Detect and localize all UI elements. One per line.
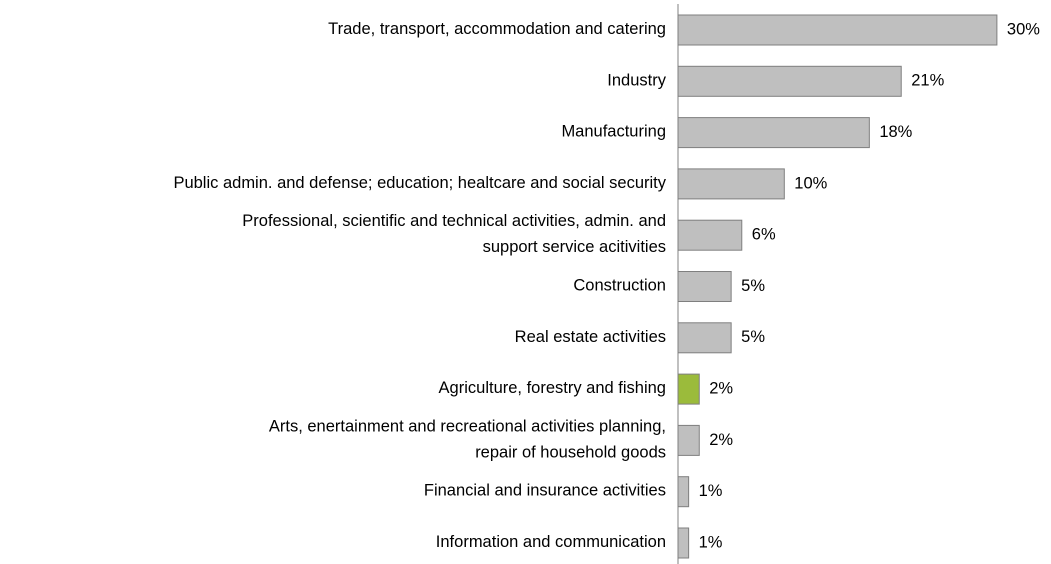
data-label: 6% [752, 226, 776, 244]
bar [677, 65, 902, 97]
data-label: 2% [709, 379, 733, 397]
category-label: Construction [573, 277, 666, 295]
bar [677, 322, 732, 354]
category-label-line: Agriculture, forestry and fishing [439, 379, 666, 397]
bar [677, 117, 870, 149]
category-label: Industry [607, 72, 666, 90]
bar [677, 476, 690, 508]
category-label-line: repair of household goods [475, 444, 666, 462]
category-label-line: Industry [607, 72, 666, 90]
category-label: Real estate activities [515, 328, 666, 346]
category-label-line: Manufacturing [561, 123, 666, 141]
data-label: 10% [794, 174, 827, 192]
category-label-line: Real estate activities [515, 328, 666, 346]
bar [677, 373, 700, 405]
data-label: 21% [911, 72, 944, 90]
bar [677, 219, 743, 251]
data-label: 5% [741, 328, 765, 346]
category-label: Information and communication [436, 533, 666, 551]
data-label: 2% [709, 431, 733, 449]
category-label-line: Professional, scientific and technical a… [242, 213, 666, 231]
bar [677, 168, 785, 200]
category-label-line: Arts, enertainment and recreational acti… [269, 418, 666, 436]
category-label: Financial and insurance activities [424, 482, 666, 500]
data-label: 1% [699, 533, 723, 551]
category-label-line: Information and communication [436, 533, 666, 551]
category-label: Public admin. and defense; education; he… [173, 174, 666, 192]
category-label-line: support service acitivities [483, 239, 666, 257]
category-label: Agriculture, forestry and fishing [439, 379, 666, 397]
category-label-line: Financial and insurance activities [424, 482, 666, 500]
bar [677, 527, 690, 559]
category-label: Manufacturing [561, 123, 666, 141]
category-label-line: Trade, transport, accommodation and cate… [328, 20, 666, 38]
bar [677, 271, 732, 302]
data-label: 5% [741, 277, 765, 295]
data-label: 30% [1007, 20, 1040, 38]
bar [677, 424, 700, 456]
bar [677, 14, 998, 46]
category-label: Trade, transport, accommodation and cate… [328, 20, 666, 38]
category-label-line: Public admin. and defense; education; he… [173, 174, 666, 192]
category-label-line: Construction [573, 277, 666, 295]
data-label: 18% [879, 123, 912, 141]
category-label: Arts, enertainment and recreational acti… [269, 418, 666, 462]
category-label: Professional, scientific and technical a… [242, 213, 666, 257]
data-label: 1% [699, 482, 723, 500]
